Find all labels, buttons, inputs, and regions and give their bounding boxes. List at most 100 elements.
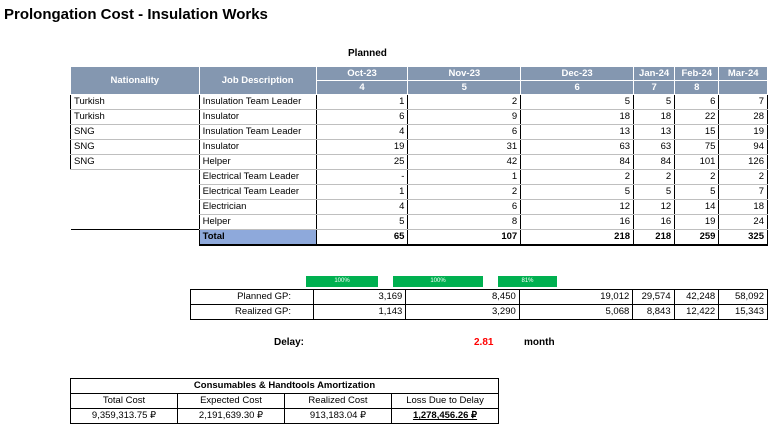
nationality-cell: Turkish: [70, 94, 200, 110]
value-cell: 63: [520, 139, 635, 155]
header-month-number: 4: [315, 80, 409, 95]
total-value: 107: [407, 229, 522, 246]
value-cell: 5: [633, 94, 676, 110]
consumables-header: Total Cost: [70, 393, 178, 409]
table-row: Helper 5 8 16 16 19 24: [71, 214, 768, 230]
value-cell: 5: [316, 214, 409, 230]
workforce-table: Nationality Job Description Oct-23 Nov-2…: [70, 66, 768, 246]
total-value: 218: [520, 229, 635, 246]
planned-gp-label: Planned GP:: [189, 289, 315, 305]
table-row: Turkish Insulator 6 9 18 18 22 28: [70, 109, 768, 125]
job-description-cell: Insulator: [198, 109, 317, 125]
total-value: 259: [674, 229, 720, 246]
value-cell: 5: [633, 184, 676, 200]
delay-unit: month: [524, 337, 555, 348]
value-cell: 4: [316, 199, 409, 215]
gross-profit-table: Planned GP: 3,169 8,450 19,012 29,574 42…: [189, 289, 768, 320]
value-cell: 15: [674, 124, 720, 140]
value-cell: 6: [674, 94, 720, 110]
value-cell: 13: [633, 124, 676, 140]
table-row: SNG Insulator 19 31 63 63 75 94: [70, 139, 768, 155]
realized-gp-label: Realized GP:: [189, 304, 315, 320]
progress-bar: 81%: [498, 276, 557, 287]
delay-value: 2.81: [474, 337, 494, 348]
value-cell: 31: [407, 139, 522, 155]
value-cell: 42: [407, 154, 522, 170]
consumables-title: Consumables & Handtools Amortization: [69, 378, 500, 394]
empty-cell: [70, 229, 200, 245]
realized-cost-value: 913,183.04 ₽: [284, 408, 392, 424]
realized-gp-value: 8,843: [632, 304, 675, 320]
job-description-cell: Electrical Team Leader: [198, 169, 317, 185]
value-cell: 101: [674, 154, 720, 170]
value-cell: -: [316, 169, 409, 185]
value-cell: 16: [633, 214, 676, 230]
value-cell: 5: [520, 94, 635, 110]
header-month-number: 8: [674, 80, 720, 95]
expected-cost-value: 2,191,639.30 ₽: [177, 408, 285, 424]
table-row: Electrical Team Leader 1 2 5 5 5 7: [71, 184, 768, 200]
nationality-cell: Turkish: [70, 109, 200, 125]
job-description-cell: Insulation Team Leader: [198, 124, 317, 140]
consumables-header: Realized Cost: [284, 393, 392, 409]
realized-gp-value: 12,422: [673, 304, 720, 320]
value-cell: 1: [316, 94, 409, 110]
realized-gp-value: 5,068: [518, 304, 634, 320]
header-job-description: Job Description: [198, 66, 317, 95]
value-cell: 18: [718, 199, 768, 215]
value-cell: 5: [674, 184, 720, 200]
table-row: SNG Helper 25 42 84 84 101 126: [70, 154, 768, 170]
value-cell: 25: [316, 154, 409, 170]
planned-gp-value: 58,092: [718, 289, 768, 305]
header-month: Feb-24: [674, 66, 720, 81]
realized-gp-value: 3,290: [405, 304, 520, 320]
loss-due-to-delay-value: 1,278,456.26 ₽: [390, 408, 500, 424]
job-description-cell: Insulator: [198, 139, 317, 155]
planned-label: Planned: [348, 48, 387, 59]
value-cell: 4: [316, 124, 409, 140]
value-cell: 19: [674, 214, 720, 230]
value-cell: 18: [520, 109, 635, 125]
header-month: Dec-23: [520, 66, 635, 81]
header-month: Nov-23: [407, 66, 522, 81]
delay-label: Delay:: [274, 337, 305, 348]
nationality-cell: SNG: [70, 139, 200, 155]
total-row: Total 65 107 218 218 259 325: [70, 229, 768, 246]
planned-gp-value: 8,450: [405, 289, 520, 305]
header-month: Jan-24: [633, 66, 676, 81]
job-description-cell: Electrician: [198, 199, 317, 215]
value-cell: 1: [316, 184, 409, 200]
value-cell: 6: [407, 199, 522, 215]
planned-gp-value: 29,574: [632, 289, 675, 305]
value-cell: 2: [674, 169, 720, 185]
value-cell: 6: [316, 109, 409, 125]
table-row: Electrician 4 6 12 12 14 18: [71, 199, 768, 215]
nationality-cell: SNG: [70, 124, 200, 140]
header-month-number: [718, 80, 768, 95]
total-value: 218: [633, 229, 676, 246]
planned-gp-value: 3,169: [313, 289, 407, 305]
value-cell: 84: [633, 154, 676, 170]
table-row: SNG Insulation Team Leader 4 6 13 13 15 19: [70, 124, 768, 140]
total-label: Total: [198, 229, 317, 246]
total-value: 65: [316, 229, 409, 246]
header-month-number: 7: [633, 80, 676, 95]
value-cell: 7: [718, 184, 768, 200]
value-cell: 12: [633, 199, 676, 215]
realized-gp-value: 15,343: [718, 304, 768, 320]
value-cell: 18: [633, 109, 676, 125]
header-nationality: Nationality: [70, 66, 200, 95]
value-cell: 5: [520, 184, 635, 200]
value-cell: 126: [718, 154, 768, 170]
value-cell: 7: [718, 94, 768, 110]
value-cell: 8: [407, 214, 522, 230]
value-cell: 19: [316, 139, 409, 155]
nationality-cell: [71, 185, 200, 200]
table-row: Electrical Team Leader -1 2 2 2 2: [71, 169, 768, 185]
job-description-cell: Insulation Team Leader: [198, 94, 317, 110]
header-month-number: 6: [520, 80, 635, 95]
job-description-cell: Helper: [198, 214, 317, 230]
value-cell: 2: [520, 169, 635, 185]
value-cell: 12: [520, 199, 635, 215]
planned-gp-value: 19,012: [518, 289, 634, 305]
